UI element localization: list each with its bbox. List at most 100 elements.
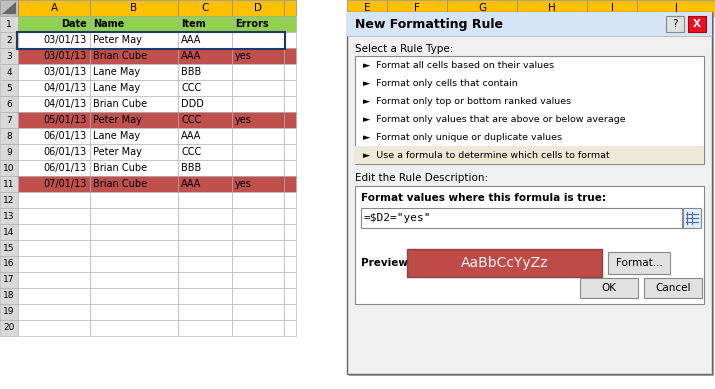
Bar — [284, 32, 296, 48]
Bar — [18, 224, 90, 240]
Bar — [284, 224, 296, 240]
Text: CCC: CCC — [181, 115, 201, 125]
Bar — [580, 278, 638, 298]
Text: Format...: Format... — [616, 258, 662, 268]
Bar — [0, 96, 18, 112]
Bar — [90, 304, 178, 320]
Text: yes: yes — [235, 179, 252, 189]
Text: 12: 12 — [4, 196, 15, 205]
Text: F: F — [414, 3, 420, 13]
Bar — [178, 64, 232, 80]
Bar — [284, 80, 296, 96]
Text: CCC: CCC — [181, 83, 201, 93]
Bar — [90, 288, 178, 304]
Bar — [90, 144, 178, 160]
Polygon shape — [2, 2, 16, 14]
Text: 06/01/13: 06/01/13 — [44, 131, 87, 141]
Bar — [90, 192, 178, 208]
Bar — [232, 112, 284, 128]
Bar — [178, 208, 232, 224]
Bar — [355, 186, 704, 304]
Bar — [284, 208, 296, 224]
Bar — [347, 12, 712, 374]
Text: H: H — [548, 3, 556, 13]
Bar — [18, 128, 90, 144]
Bar — [284, 112, 296, 128]
Bar — [178, 320, 232, 336]
Text: 13: 13 — [4, 212, 15, 221]
Bar — [178, 144, 232, 160]
Text: 4: 4 — [6, 68, 12, 77]
Text: ►  Use a formula to determine which cells to format: ► Use a formula to determine which cells… — [363, 151, 610, 159]
Text: Preview:: Preview: — [361, 258, 412, 268]
Bar — [90, 256, 178, 272]
Bar — [284, 16, 296, 32]
Text: Lane May: Lane May — [93, 67, 140, 77]
Bar — [608, 252, 670, 274]
Text: 03/01/13: 03/01/13 — [44, 67, 87, 77]
Bar — [284, 48, 296, 64]
Bar — [178, 112, 232, 128]
Bar — [90, 240, 178, 256]
Bar — [178, 256, 232, 272]
Bar — [232, 208, 284, 224]
Bar — [387, 0, 447, 16]
Text: OK: OK — [601, 283, 616, 293]
Bar — [284, 176, 296, 192]
Bar — [90, 64, 178, 80]
Text: 11: 11 — [4, 179, 15, 189]
Bar — [18, 144, 90, 160]
Text: AAA: AAA — [181, 131, 202, 141]
Text: yes: yes — [235, 51, 252, 61]
Bar — [0, 16, 18, 32]
Text: 5: 5 — [6, 84, 12, 93]
Bar — [232, 80, 284, 96]
Text: 1: 1 — [6, 19, 12, 28]
Bar — [90, 48, 178, 64]
Bar — [0, 64, 18, 80]
Text: Peter May: Peter May — [93, 147, 142, 157]
Bar — [90, 208, 178, 224]
Bar — [90, 224, 178, 240]
Text: I: I — [611, 3, 613, 13]
Bar — [517, 0, 587, 16]
Bar — [18, 208, 90, 224]
Bar — [0, 128, 18, 144]
Bar — [90, 112, 178, 128]
Bar — [18, 48, 90, 64]
Bar — [284, 192, 296, 208]
Bar — [232, 32, 284, 48]
Bar — [355, 146, 704, 164]
Bar — [688, 16, 706, 32]
Text: 3: 3 — [6, 51, 12, 61]
Bar — [18, 304, 90, 320]
Text: Peter May: Peter May — [93, 115, 142, 125]
Text: Item: Item — [181, 19, 206, 29]
Text: G: G — [478, 3, 486, 13]
Text: B: B — [130, 3, 137, 13]
Text: 16: 16 — [4, 259, 15, 268]
Bar — [232, 0, 284, 16]
Bar — [284, 0, 296, 16]
Text: Select a Rule Type:: Select a Rule Type: — [355, 44, 453, 54]
Bar — [0, 240, 18, 256]
Text: CCC: CCC — [181, 147, 201, 157]
Bar — [284, 304, 296, 320]
Bar — [644, 278, 702, 298]
Bar — [347, 12, 712, 36]
Text: New Formatting Rule: New Formatting Rule — [355, 18, 503, 30]
Text: Lane May: Lane May — [93, 131, 140, 141]
Bar — [232, 176, 284, 192]
Text: Brian Cube: Brian Cube — [93, 179, 147, 189]
Bar — [18, 64, 90, 80]
Bar — [178, 272, 232, 288]
Bar — [232, 304, 284, 320]
Text: AaBbCcYyZz: AaBbCcYyZz — [460, 256, 548, 270]
Bar — [284, 288, 296, 304]
Text: Lane May: Lane May — [93, 83, 140, 93]
Bar — [284, 256, 296, 272]
Bar — [18, 112, 90, 128]
Bar — [0, 288, 18, 304]
Bar — [284, 96, 296, 112]
Text: 20: 20 — [4, 324, 15, 333]
